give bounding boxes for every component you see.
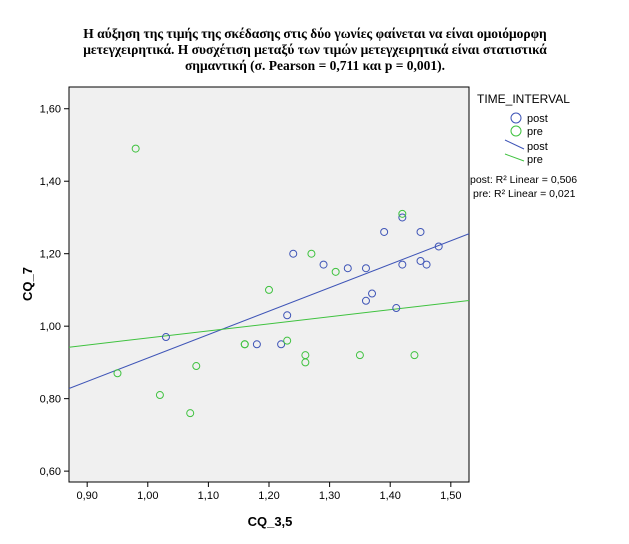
point-post — [161, 333, 170, 342]
r2-post-label: post: R² Linear = 0,506 — [470, 174, 577, 186]
y-tick-label: 0,60 — [40, 466, 61, 478]
x-tick-label: 1,00 — [137, 490, 158, 502]
legend-title: TIME_INTERVAL — [477, 92, 570, 106]
x-axis: 0,90 1,00 1,10 1,20 1,30 1,40 1,50 — [76, 482, 462, 502]
point-pre — [265, 285, 273, 294]
legend-post-label: post — [527, 113, 548, 125]
point-pre — [192, 362, 201, 371]
point-post — [319, 260, 328, 269]
chart-title: Η αύξηση της τιμής της σκέδασης στις δύο… — [20, 26, 610, 74]
legend-item-post-line: post — [504, 139, 548, 153]
x-tick-label: 1,40 — [380, 490, 401, 502]
point-post — [416, 256, 425, 265]
point-pre — [410, 351, 419, 360]
point-post — [368, 289, 377, 298]
x-tick-label: 1,30 — [319, 490, 340, 502]
legend-item-post-marker: post — [510, 112, 548, 125]
legend: TIME_INTERVAL post pre post pre post: R²… — [470, 92, 577, 200]
fit-line-post — [68, 233, 470, 389]
y-axis: 0,60 0,80 1,00 1,20 1,40 1,60 — [40, 104, 69, 478]
data-points — [113, 144, 443, 418]
point-post — [422, 260, 431, 269]
fit-lines — [68, 233, 470, 389]
point-pre — [240, 340, 249, 349]
point-post — [416, 227, 425, 236]
y-tick-label: 1,60 — [40, 104, 61, 116]
point-pre — [398, 209, 407, 218]
legend-pre-label: pre — [527, 126, 543, 138]
point-post — [392, 304, 401, 313]
point-post — [289, 249, 298, 258]
point-pre — [307, 249, 316, 258]
point-post — [380, 227, 389, 236]
legend-pre-line — [504, 153, 525, 162]
point-post — [283, 311, 292, 320]
x-tick-label: 1,10 — [198, 490, 219, 502]
legend-pre-fit-label: pre — [527, 154, 543, 166]
x-tick-label: 1,50 — [440, 490, 461, 502]
x-tick-label: 1,20 — [258, 490, 279, 502]
x-axis-title: CQ_3,5 — [248, 514, 293, 529]
point-post — [398, 213, 407, 222]
legend-pre-circle — [510, 125, 522, 137]
point-post — [343, 264, 352, 273]
y-tick-label: 0,80 — [40, 394, 61, 406]
point-pre — [331, 267, 340, 276]
point-pre — [155, 391, 164, 400]
title-line-2: μετεγχειρητικά. Η συσχέτιση μεταξύ των τ… — [83, 42, 547, 57]
point-post — [361, 296, 370, 305]
title-line-1: Η αύξηση της τιμής της σκέδασης στις δύο… — [83, 26, 547, 41]
fit-line-pre — [68, 299, 470, 348]
legend-post-fit-label: post — [527, 141, 548, 153]
y-tick-label: 1,00 — [40, 321, 61, 333]
point-pre — [301, 358, 310, 367]
point-post — [434, 242, 443, 251]
legend-post-circle — [510, 112, 522, 124]
y-tick-label: 1,40 — [40, 176, 61, 188]
plot-area — [68, 86, 470, 483]
point-pre — [283, 336, 292, 345]
legend-item-pre-marker: pre — [510, 125, 543, 138]
y-tick-label: 1,20 — [40, 249, 61, 261]
point-post — [252, 340, 261, 349]
legend-post-line — [504, 139, 525, 150]
point-pre — [131, 144, 140, 153]
point-post — [361, 264, 370, 273]
x-tick-label: 0,90 — [76, 490, 97, 502]
title-line-3: σημαντική (σ. Pearson = 0,711 και p = 0,… — [184, 58, 446, 73]
r2-pre-label: pre: R² Linear = 0,021 — [473, 188, 576, 200]
point-post — [398, 260, 407, 269]
point-pre — [186, 409, 195, 418]
point-post — [277, 340, 286, 349]
y-axis-title: CQ_7 — [20, 267, 35, 301]
legend-item-pre-line: pre — [504, 153, 543, 166]
point-pre — [355, 351, 364, 360]
point-pre — [113, 369, 122, 378]
